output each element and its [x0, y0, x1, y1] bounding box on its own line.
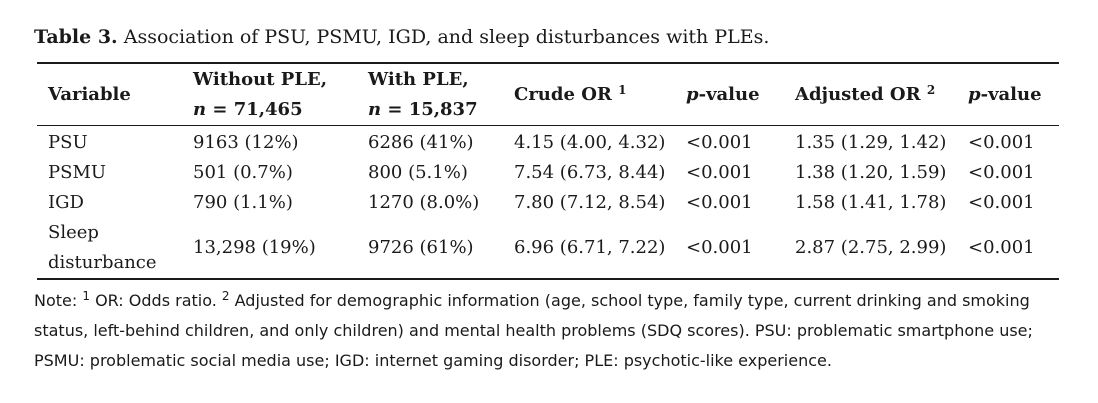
cell-variable: PSU	[48, 132, 88, 153]
table-caption: Table 3. Association of PSU, PSMU, IGD, …	[34, 24, 769, 50]
results-table-container: Variable Without PLE, n = 71,465 With PL…	[37, 62, 1059, 280]
cell-adjusted-or: 2.87 (2.75, 2.99)	[784, 218, 957, 280]
cell-crude-or: 4.15 (4.00, 4.32)	[514, 132, 666, 153]
cell-crude-or: 6.96 (6.71, 7.22)	[503, 218, 675, 280]
header-variable: Variable	[37, 63, 182, 126]
header-adjusted-or: Adjusted OR 2	[784, 63, 957, 126]
table-row: Sleep disturbance 13,298 (19%) 9726 (61%…	[37, 218, 1059, 280]
cell-variable: Sleep disturbance	[37, 218, 182, 280]
cell-pvalue-adjusted: <0.001	[968, 192, 1035, 213]
cell-pvalue-crude: <0.001	[675, 218, 784, 280]
cell-pvalue-adjusted: <0.001	[968, 132, 1035, 153]
header-crude-or: Crude OR 1	[503, 63, 675, 126]
cell-without-ple: 501 (0.7%)	[193, 162, 293, 183]
cell-pvalue-adjusted: <0.001	[968, 162, 1035, 183]
cell-pvalue-crude: <0.001	[686, 162, 753, 183]
header-without-ple: Without PLE, n = 71,465	[182, 63, 357, 126]
table-footnote: Note: 1 OR: Odds ratio. 2 Adjusted for d…	[34, 289, 1033, 370]
cell-adjusted-or: 1.35 (1.29, 1.42)	[795, 132, 947, 153]
header-with-ple: With PLE, n = 15,837	[357, 63, 503, 126]
cell-variable: PSMU	[48, 162, 107, 183]
cell-with-ple: 1270 (8.0%)	[368, 192, 480, 213]
header-pvalue-crude: p-value	[675, 63, 784, 126]
cell-without-ple: 13,298 (19%)	[182, 218, 357, 280]
cell-pvalue-adjusted: <0.001	[957, 218, 1059, 280]
cell-pvalue-crude: <0.001	[686, 132, 753, 153]
cell-adjusted-or: 1.38 (1.20, 1.59)	[795, 162, 947, 183]
cell-crude-or: 7.54 (6.73, 8.44)	[514, 162, 666, 183]
table-title: Association of PSU, PSMU, IGD, and sleep…	[123, 26, 770, 48]
cell-variable: IGD	[48, 192, 84, 213]
table-row: PSU 9163 (12%) 6286 (41%) 4.15 (4.00, 4.…	[37, 126, 1059, 159]
table-row: IGD 790 (1.1%) 1270 (8.0%) 7.80 (7.12, 8…	[37, 188, 1059, 218]
table-header-row: Variable Without PLE, n = 71,465 With PL…	[37, 63, 1059, 126]
cell-crude-or: 7.80 (7.12, 8.54)	[514, 192, 666, 213]
cell-without-ple: 790 (1.1%)	[193, 192, 293, 213]
header-pvalue-adjusted: p-value	[957, 63, 1059, 126]
cell-with-ple: 800 (5.1%)	[368, 162, 468, 183]
cell-with-ple: 6286 (41%)	[368, 132, 474, 153]
table-row: PSMU 501 (0.7%) 800 (5.1%) 7.54 (6.73, 8…	[37, 158, 1059, 188]
cell-pvalue-crude: <0.001	[686, 192, 753, 213]
results-table: Variable Without PLE, n = 71,465 With PL…	[37, 62, 1059, 280]
cell-adjusted-or: 1.58 (1.41, 1.78)	[795, 192, 947, 213]
table-number: Table 3.	[34, 26, 118, 48]
cell-with-ple: 9726 (61%)	[357, 218, 503, 280]
cell-without-ple: 9163 (12%)	[193, 132, 299, 153]
